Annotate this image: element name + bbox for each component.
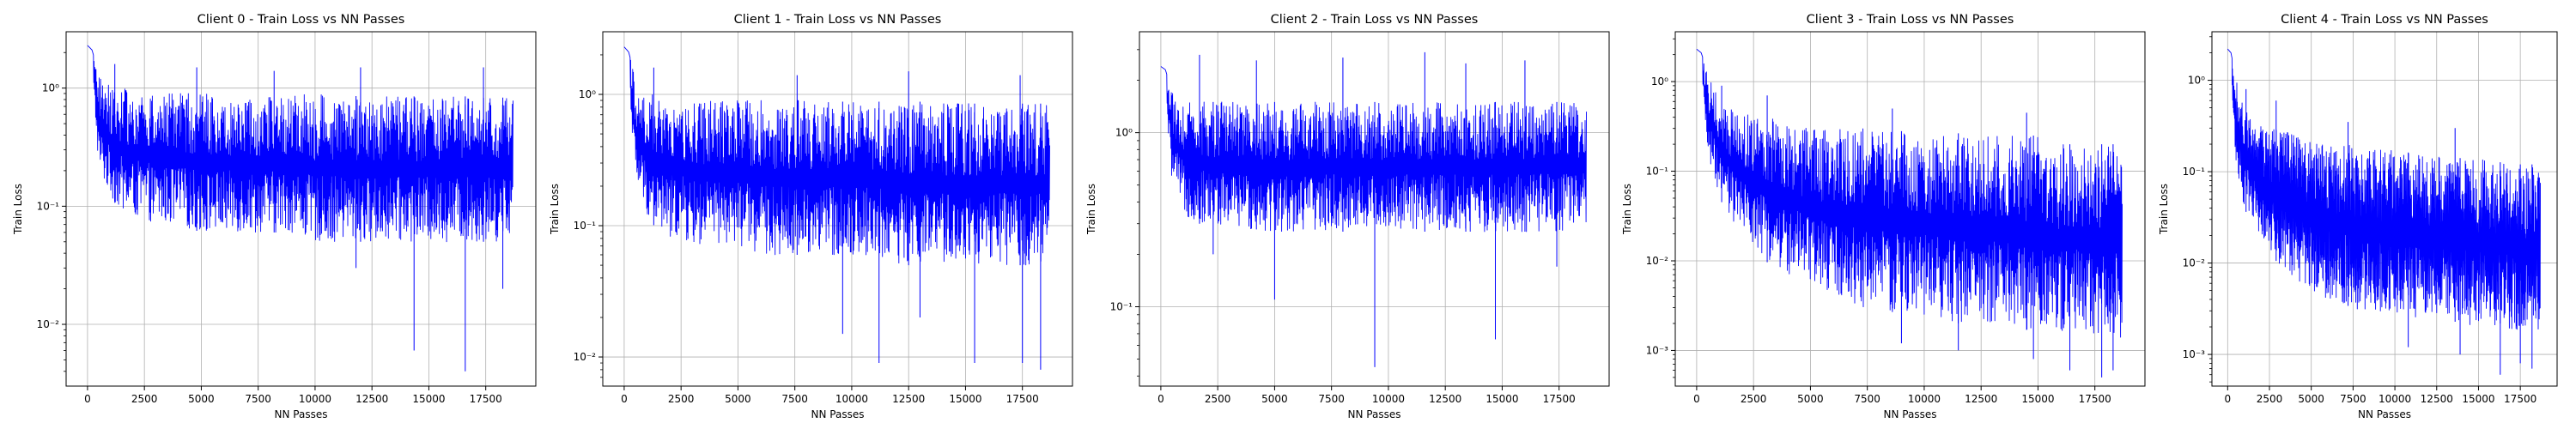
y-tick-label: 10⁻¹ [1110,301,1133,313]
y-tick-label: 10⁻¹ [574,220,597,232]
x-tick-label: 7500 [1854,393,1880,405]
y-tick-label: 10⁻² [574,351,597,363]
chart-panel-4: 0 2500 5000 7500 10000 12500 15000 17500 10⁻³ 10⁻… [2158,13,2558,420]
y-tick-label: 10⁻² [2183,257,2206,269]
y-tick-label: 10⁻² [1646,255,1669,267]
y-tick-label: 10⁰ [42,82,59,94]
x-tick-label: 5000 [1261,393,1288,405]
x-axis-label: NN Passes [811,408,865,420]
x-tick-label: 17500 [470,393,502,405]
series-line [87,45,513,243]
series-line [2227,48,2541,330]
x-tick-label: 7500 [1318,393,1345,405]
x-tick-label: 17500 [1543,393,1576,405]
y-tick-label: 10⁻¹ [2183,166,2206,178]
axes-frame [2211,31,2558,387]
x-tick-label: 10000 [835,393,868,405]
x-tick-label: 17500 [2504,393,2537,405]
y-tick-label: 10⁻³ [1646,344,1669,356]
x-tick-label: 5000 [188,393,215,405]
chart-title: Client 2 - Train Loss vs NN Passes [1271,13,1479,27]
series-train-loss [2227,48,2541,375]
x-tick-label: 2500 [1205,393,1231,405]
x-tick-label: 0 [2224,393,2231,405]
chart-panel-3: 0 2500 5000 7500 10000 12500 15000 17500 10⁻³ 10⁻… [1621,13,2146,420]
chart-panel-0: 0 2500 5000 7500 10000 12500 15000 17500 10⁻² 10⁻… [12,13,537,420]
x-axis-label: NN Passes [1348,408,1401,420]
x-tick-label: 15000 [949,393,981,405]
x-axis-label: NN Passes [2358,408,2411,420]
y-axis-label: Train Loss [2158,184,2170,235]
x-tick-label: 5000 [725,393,751,405]
x-tick-label: 7500 [2340,393,2366,405]
y-tick-label: 10⁻³ [2183,348,2206,360]
x-tick-label: 10000 [299,393,331,405]
x-tick-label: 7500 [781,393,808,405]
series-line [1696,48,2123,338]
x-tick-label: 0 [1693,393,1700,405]
x-tick-label: 0 [621,393,628,405]
series-line [623,46,1050,266]
series-train-loss [1160,51,1587,367]
series-train-loss [87,45,513,372]
y-axis-label: Train Loss [1621,184,1633,235]
axes-frame [1674,31,2146,387]
series-line [1160,66,1587,233]
chart-panel-1: 0 2500 5000 7500 10000 12500 15000 17500 10⁻² 10⁻… [549,13,1073,420]
x-tick-label: 12500 [892,393,925,405]
axes-frame [1139,31,1610,387]
x-axis-label: NN Passes [1884,408,1937,420]
chart-title: Client 0 - Train Loss vs NN Passes [197,13,405,27]
y-tick-label: 10⁰ [2188,75,2205,87]
x-tick-label: 17500 [1006,393,1039,405]
x-tick-label: 2500 [668,393,695,405]
y-axis-label: Train Loss [1085,184,1097,235]
x-tick-label: 0 [84,393,91,405]
x-tick-label: 17500 [2079,393,2111,405]
x-tick-label: 12500 [1429,393,1461,405]
x-tick-label: 12500 [2421,393,2453,405]
x-tick-label: 12500 [1965,393,1997,405]
y-tick-label: 10⁻¹ [37,200,60,212]
x-tick-label: 0 [1157,393,1164,405]
y-tick-label: 10⁻¹ [1646,166,1669,178]
x-tick-label: 5000 [2298,393,2324,405]
chart-title: Client 3 - Train Loss vs NN Passes [1807,13,2014,27]
x-tick-label: 2500 [2257,393,2283,405]
y-tick-label: 10⁰ [579,88,596,100]
x-tick-label: 15000 [2021,393,2054,405]
x-axis-label: NN Passes [275,408,328,420]
x-tick-label: 5000 [1797,393,1824,405]
chart-title: Client 1 - Train Loss vs NN Passes [734,13,942,27]
chart-title: Client 4 - Train Loss vs NN Passes [2281,13,2488,27]
y-tick-label: 10⁰ [1115,127,1133,139]
y-axis-label: Train Loss [12,184,24,235]
x-tick-label: 2500 [1741,393,1767,405]
x-tick-label: 15000 [1485,393,1518,405]
x-tick-label: 12500 [355,393,388,405]
x-tick-label: 7500 [245,393,271,405]
x-tick-label: 15000 [2462,393,2494,405]
x-tick-label: 15000 [412,393,445,405]
x-tick-label: 10000 [1908,393,1941,405]
y-axis-label: Train Loss [549,184,561,235]
series-train-loss [1696,48,2123,378]
y-tick-label: 10⁰ [1651,76,1668,88]
series-train-loss [623,46,1050,370]
axes-frame [65,31,537,387]
x-tick-label: 2500 [131,393,158,405]
y-tick-label: 10⁻² [37,318,60,330]
x-tick-label: 10000 [1372,393,1405,405]
axes-frame [602,31,1073,387]
x-tick-label: 10000 [2379,393,2411,405]
chart-panel-2: 0 2500 5000 7500 10000 12500 15000 17500 10⁻¹ 10⁰… [1085,13,1610,420]
